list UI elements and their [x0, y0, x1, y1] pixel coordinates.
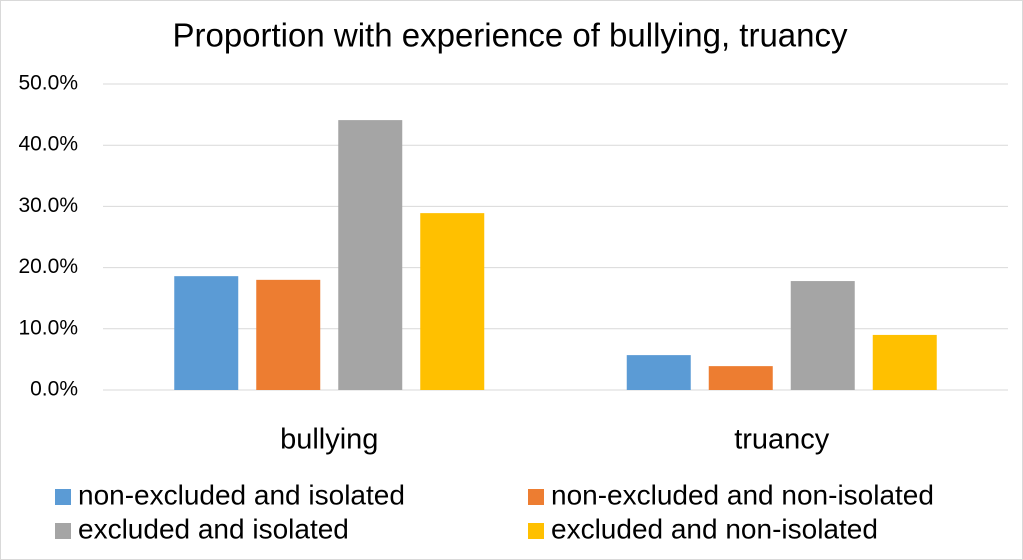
legend-swatch [528, 489, 544, 505]
chart-title: Proportion with experience of bullying, … [172, 17, 848, 54]
legend-swatch [528, 523, 544, 539]
x-tick-label: truancy [734, 424, 830, 456]
bar [708, 366, 773, 390]
bar [626, 355, 691, 390]
bar [256, 279, 321, 390]
y-tick-label: 40.0% [18, 133, 78, 156]
bar [338, 120, 403, 390]
legend-label: non-excluded and non-isolated [551, 479, 934, 510]
x-tick-label: bullying [280, 424, 378, 456]
y-tick-label: 30.0% [18, 194, 78, 217]
y-tick-label: 10.0% [18, 316, 78, 339]
bar [790, 281, 855, 390]
bar [872, 334, 937, 390]
legend-label: excluded and non-isolated [551, 513, 878, 544]
y-tick-label: 0.0% [30, 378, 78, 401]
legend-swatch [55, 523, 71, 539]
legend-swatch [55, 489, 71, 505]
y-tick-label: 20.0% [18, 255, 78, 278]
bar [174, 276, 239, 390]
legend-label: excluded and isolated [78, 513, 349, 544]
bar [420, 213, 485, 390]
legend-label: non-excluded and isolated [78, 479, 405, 510]
y-tick-label: 50.0% [18, 72, 78, 95]
